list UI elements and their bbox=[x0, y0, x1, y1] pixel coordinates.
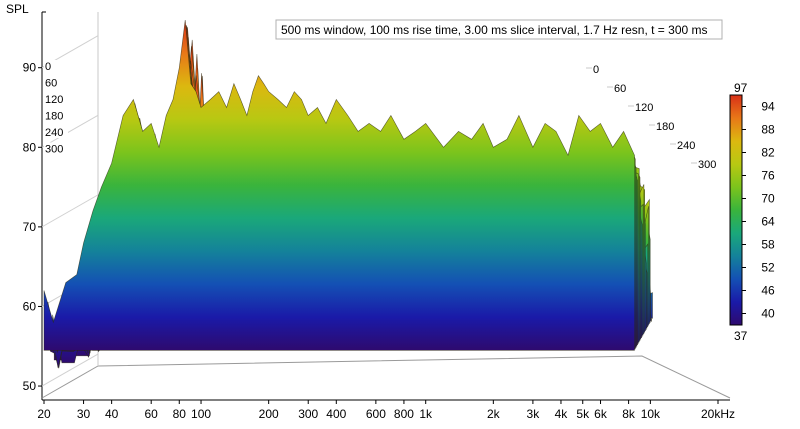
time-label-bg-left bbox=[44, 76, 68, 89]
time-label-left: 180 bbox=[45, 111, 63, 123]
colorbar-tick-label: 88 bbox=[761, 123, 775, 137]
colorbar-min-label: 37 bbox=[734, 329, 748, 343]
time-label-right: 300 bbox=[698, 159, 716, 171]
time-label-right: 180 bbox=[656, 121, 674, 133]
y-axis-ticks: 50 60 70 80 90 bbox=[23, 61, 42, 393]
x-tick-label: 40 bbox=[105, 407, 119, 421]
colorbar: 97 37 94 88 82 76 70 64 58 52 46 40 bbox=[729, 81, 775, 343]
colorbar-tick-label: 94 bbox=[761, 100, 775, 114]
x-axis-ticks: 20 30 40 60 80 100 200 300 400 600 800 1k 2k 3k 4k 5k 6k… bbox=[37, 400, 735, 421]
x-tick-label: 60 bbox=[145, 407, 159, 421]
colorbar-tick-label: 46 bbox=[761, 284, 775, 298]
time-label-bg-right bbox=[592, 62, 618, 76]
x-tick-label: 5k bbox=[576, 407, 590, 421]
time-label-bg-left bbox=[44, 93, 68, 105]
time-axis-left: 0 60 120 180 240 300 bbox=[44, 60, 68, 156]
x-tick-label: 100 bbox=[191, 407, 211, 421]
x-tick-label: 6k bbox=[594, 407, 608, 421]
time-label-left: 0 bbox=[45, 61, 51, 73]
info-box: 500 ms window, 100 ms rise time, 3.00 ms… bbox=[275, 19, 723, 40]
colorbar-tick-label: 70 bbox=[761, 192, 775, 206]
time-label-left: 120 bbox=[45, 94, 63, 106]
colorbar-tick-label: 64 bbox=[761, 215, 775, 229]
colorbar-body bbox=[729, 94, 743, 326]
colorbar-tick-label: 40 bbox=[761, 307, 775, 321]
time-label-bg-right bbox=[634, 100, 660, 114]
x-tick-label: 2k bbox=[487, 407, 501, 421]
colorbar-tick-label: 58 bbox=[761, 238, 775, 252]
x-tick-label: 600 bbox=[366, 407, 386, 421]
x-tick-label: 20 bbox=[37, 407, 51, 421]
time-label-left: 300 bbox=[45, 144, 63, 156]
y-tick-label: 50 bbox=[23, 379, 37, 393]
waterfall-slice-0 bbox=[43, 19, 635, 351]
y-tick-label: 90 bbox=[23, 61, 37, 75]
colorbar-max-label: 97 bbox=[734, 81, 748, 95]
info-text: 500 ms window, 100 ms rise time, 3.00 ms… bbox=[281, 23, 708, 37]
x-tick-label: 10k bbox=[641, 407, 661, 421]
x-tick-label: 3k bbox=[527, 407, 541, 421]
time-label-right: 60 bbox=[614, 83, 626, 95]
x-tick-label: 80 bbox=[173, 407, 187, 421]
time-label-bg-right bbox=[676, 138, 702, 152]
x-tick-label: 200 bbox=[259, 407, 279, 421]
y-tick-label: 60 bbox=[23, 299, 37, 313]
time-label-right: 120 bbox=[635, 102, 653, 114]
y-tick-label: 80 bbox=[23, 140, 37, 154]
time-label-bg-left bbox=[44, 60, 68, 72]
x-tick-label: 1k bbox=[419, 407, 433, 421]
time-label-bg-left bbox=[44, 142, 68, 155]
x-tick-label: 4k bbox=[555, 407, 569, 421]
y-tick-label: 70 bbox=[23, 220, 37, 234]
x-tick-label: 30 bbox=[77, 407, 91, 421]
time-label-bg-left bbox=[44, 126, 68, 138]
x-tick-label: 8k bbox=[622, 407, 636, 421]
x-tick-label: 800 bbox=[394, 407, 414, 421]
y-axis-label: SPL bbox=[6, 2, 29, 16]
time-label-bg-left bbox=[44, 109, 68, 122]
time-label-bg-right bbox=[697, 157, 723, 171]
time-label-right: 0 bbox=[593, 64, 599, 76]
colorbar-tick-label: 52 bbox=[761, 261, 775, 275]
x-tick-label: 300 bbox=[298, 407, 318, 421]
colorbar-ticks: 94 88 82 76 70 64 58 52 46 40 bbox=[742, 100, 775, 321]
waterfall-surface bbox=[43, 19, 653, 369]
colorbar-tick-label: 76 bbox=[761, 169, 775, 183]
x-tick-label: 20kHz bbox=[701, 407, 735, 421]
time-label-left: 240 bbox=[45, 127, 63, 139]
time-label-bg-right bbox=[655, 119, 681, 133]
colorbar-tick-label: 82 bbox=[761, 146, 775, 160]
time-label-left: 60 bbox=[45, 78, 57, 90]
axis-frame bbox=[41, 11, 730, 401]
x-tick-label: 400 bbox=[326, 407, 346, 421]
time-label-bg-right bbox=[613, 81, 639, 95]
time-label-right: 240 bbox=[677, 140, 695, 152]
